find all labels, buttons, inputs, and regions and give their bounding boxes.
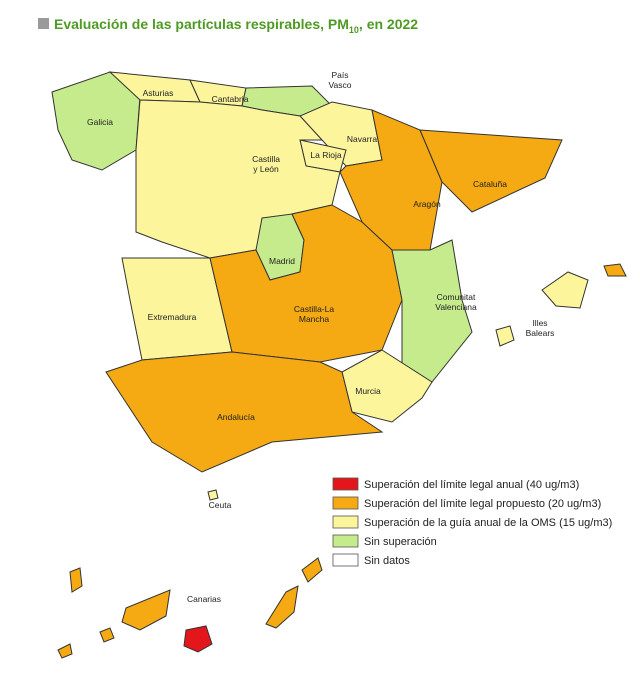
legend-swatch [332, 515, 359, 529]
region-mallorca [541, 271, 589, 309]
legend-label: Sin datos [364, 555, 410, 567]
region-label-line: Valenciana [435, 302, 477, 312]
legend-swatch [332, 553, 359, 567]
legend: Superación del límite legal anual (40 ug… [332, 477, 612, 567]
title-marker [38, 18, 49, 29]
region-label: Navarra [347, 134, 378, 144]
regions [51, 71, 627, 659]
region-la-gomera [99, 627, 115, 643]
region-label-line: Castilla [252, 154, 280, 164]
region-ceuta [207, 489, 219, 501]
region-label-line: Balears [526, 328, 555, 338]
region-label-line: Comunitat [437, 292, 476, 302]
region-label: Cataluña [473, 179, 507, 189]
region-label-line: La Rioja [310, 150, 341, 160]
region-label-line: Castilla-La [294, 304, 334, 314]
region-label-line: Andalucía [217, 412, 255, 422]
legend-swatch [332, 534, 359, 548]
region-label-line: Canarias [187, 594, 221, 604]
region-label-line: y León [253, 164, 279, 174]
region-label: Murcia [355, 386, 381, 396]
region-label-line: Ceuta [209, 500, 232, 510]
region-label-line: Cantabria [212, 94, 249, 104]
region-label-line: Mancha [299, 314, 330, 324]
region-label-line: País [331, 70, 348, 80]
region-la-palma [69, 567, 83, 593]
legend-swatch [332, 496, 359, 510]
region-label: Andalucía [217, 412, 255, 422]
region-label: Galicia [87, 117, 113, 127]
legend-label: Superación del límite legal propuesto (2… [364, 498, 601, 510]
region-label: Illes Balears [526, 318, 555, 338]
region-gran-canaria [183, 625, 213, 653]
title-text: , en 2022 [358, 16, 419, 32]
region-label: Ceuta [209, 500, 232, 510]
region-label-line: Illes [532, 318, 547, 328]
region-ibiza [495, 325, 515, 347]
region-lanzarote [301, 557, 323, 583]
region-fuerteventura [265, 585, 299, 629]
region-andalucia [105, 351, 384, 473]
title: Evaluación de las partículas respirables… [38, 16, 418, 35]
region-label-line: Navarra [347, 134, 378, 144]
legend-label: Sin superación [364, 536, 437, 548]
legend-label: Superación de la guía anual de la OMS (1… [364, 517, 612, 529]
region-label-line: Galicia [87, 117, 113, 127]
region-label: Castilla-La Mancha [294, 304, 334, 324]
region-label: País Vasco [329, 70, 352, 90]
region-label-line: Murcia [355, 386, 381, 396]
region-menorca [603, 263, 627, 277]
legend-swatch [332, 477, 359, 491]
region-cataluna [419, 129, 563, 213]
region-label-line: Aragón [413, 199, 441, 209]
region-el-hierro [57, 643, 73, 659]
region-label: La Rioja [310, 150, 341, 160]
region-label-line: Madrid [269, 256, 295, 266]
region-castilla-la-mancha [209, 204, 403, 363]
region-label: Madrid [269, 256, 295, 266]
region-label-line: Extremadura [148, 312, 197, 322]
region-label: Extremadura [148, 312, 197, 322]
title-subscript: 10 [348, 24, 359, 35]
region-label: Asturias [143, 88, 174, 98]
region-label-line: Vasco [329, 80, 352, 90]
title-text: Evaluación de las partículas respirables… [54, 16, 349, 32]
region-label: Castilla y León [252, 154, 280, 174]
region-label: Aragón [413, 199, 441, 209]
region-label: Canarias [187, 594, 221, 604]
region-tenerife [121, 589, 171, 631]
region-label: Cantabria [212, 94, 249, 104]
legend-label: Superación del límite legal anual (40 ug… [364, 479, 579, 491]
region-labels: País Vasco Asturias Cantabria Galicia Nav… [87, 70, 554, 604]
region-label: Comunitat Valenciana [435, 292, 477, 312]
region-label-line: Cataluña [473, 179, 507, 189]
region-label-line: Asturias [143, 88, 174, 98]
